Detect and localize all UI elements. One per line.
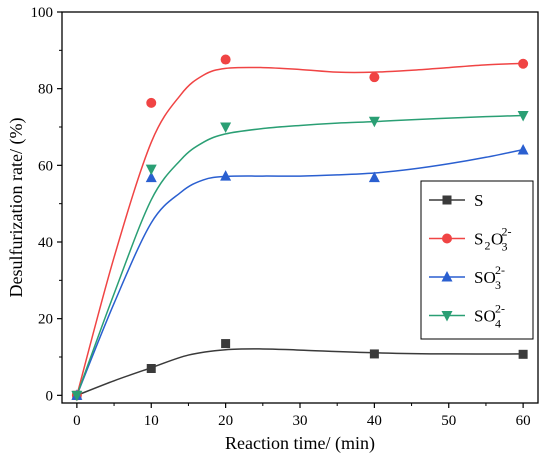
- data-point-so3-2-: [517, 144, 529, 155]
- y-tick-label: 80: [38, 82, 53, 98]
- x-tick-label: 20: [218, 413, 233, 429]
- legend-label-so4-2-: SO42-: [474, 302, 505, 331]
- y-tick-label: 0: [46, 388, 54, 404]
- data-point-so3-2-: [220, 170, 232, 181]
- data-point-s2-: [518, 349, 528, 359]
- data-point-s2o3-2-: [518, 58, 529, 69]
- x-axis-title: Reaction time/ (min): [225, 433, 375, 454]
- legend-box: [420, 180, 534, 340]
- legend-marker-s2-: [442, 195, 452, 205]
- data-point-s2-: [146, 364, 156, 373]
- legend-marker-so4-2-: [441, 311, 453, 322]
- x-tick-label: 50: [441, 413, 456, 429]
- legend-label-s2-: S: [474, 191, 483, 210]
- y-tick-label: 60: [38, 158, 53, 174]
- data-point-s2o3-2-: [369, 72, 380, 83]
- fit-curve-s2-: [76, 348, 524, 397]
- data-point-so4-2-: [145, 164, 157, 176]
- x-tick-label: 10: [144, 413, 159, 429]
- data-point-s2-: [369, 349, 379, 359]
- y-tick-label: 20: [38, 312, 53, 328]
- x-tick-label: 40: [367, 413, 382, 429]
- legend-marker-so3-2-: [441, 271, 453, 282]
- x-tick-label: 0: [73, 413, 81, 429]
- y-axis-title: Desulfurization rate/ (%): [6, 118, 27, 298]
- data-point-s2o3-2-: [220, 54, 231, 65]
- legend-label-so3-2-: SO32-: [474, 263, 505, 292]
- x-tick-label: 30: [293, 413, 308, 429]
- data-point-s2o3-2-: [146, 97, 157, 108]
- fit-curve-so4-2-: [76, 114, 524, 396]
- data-point-so4-2-: [220, 122, 232, 133]
- legend-label-s2o3-2-: S2O32-: [474, 225, 512, 254]
- legend-marker-s2o3-2-: [442, 233, 452, 244]
- data-point-so3-2-: [145, 171, 157, 183]
- data-point-s2-: [221, 339, 231, 349]
- data-point-so4-2-: [71, 390, 83, 402]
- fit-curve-s2o3-2-: [76, 62, 524, 396]
- data-point-so4-2-: [517, 111, 529, 122]
- y-tick-label: 40: [38, 235, 53, 251]
- y-tick-label: 100: [31, 5, 54, 21]
- legend: S S2O32- SO32- SO42-: [420, 180, 534, 340]
- data-point-so4-2-: [368, 116, 380, 128]
- data-point-so3-2-: [368, 171, 380, 183]
- fit-curve-so3-2-: [76, 148, 524, 396]
- x-tick-label: 60: [516, 413, 531, 429]
